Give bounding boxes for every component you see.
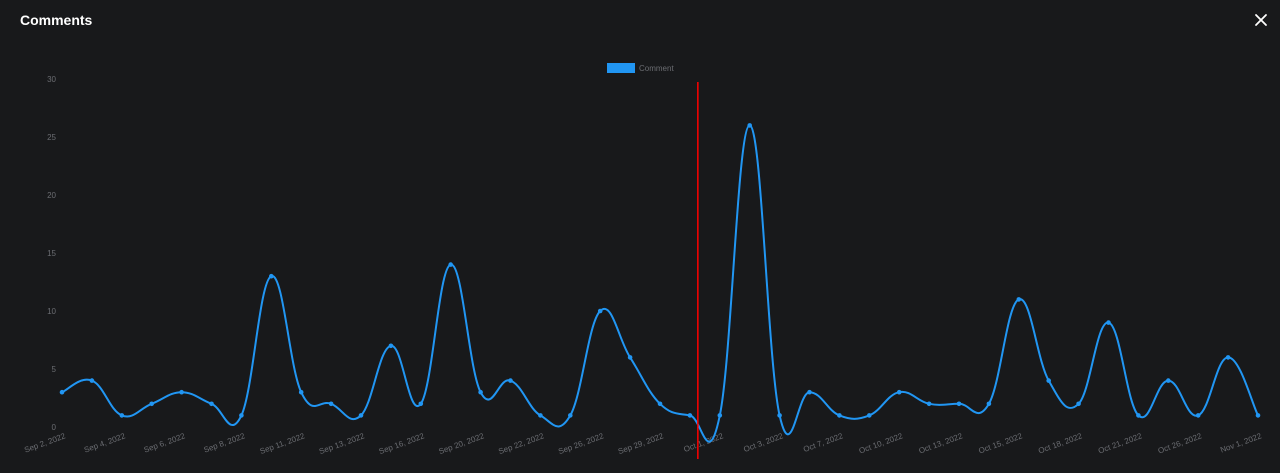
x-tick-label: Sep 22, 2022 xyxy=(497,431,545,456)
data-point xyxy=(956,401,962,407)
x-tick-label: Oct 18, 2022 xyxy=(1037,431,1084,455)
data-point xyxy=(1136,413,1141,418)
series-line-comment xyxy=(61,124,1259,443)
data-point xyxy=(657,401,663,407)
data-point xyxy=(418,401,424,407)
x-tick-label: Sep 20, 2022 xyxy=(437,431,485,456)
x-tick-label: Sep 8, 2022 xyxy=(202,431,246,454)
dialog-header: Comments xyxy=(0,0,1280,42)
dialog-title: Comments xyxy=(20,12,93,28)
data-point xyxy=(298,389,304,395)
x-tick-label: Oct 21, 2022 xyxy=(1097,431,1144,455)
data-point xyxy=(807,389,812,395)
data-point xyxy=(568,413,573,418)
data-point xyxy=(627,355,633,360)
y-tick-label: 20 xyxy=(47,191,56,200)
y-tick-label: 30 xyxy=(47,75,56,84)
data-point xyxy=(1046,378,1051,383)
data-point xyxy=(777,413,782,418)
data-point xyxy=(328,401,334,407)
x-tick-label: Oct 15, 2022 xyxy=(977,431,1024,455)
x-tick-label: Sep 11, 2022 xyxy=(259,431,307,456)
data-point xyxy=(1255,413,1261,418)
x-tick-label: Sep 26, 2022 xyxy=(557,431,605,456)
x-tick-label: Oct 3, 2022 xyxy=(742,431,784,454)
x-tick-label: Sep 6, 2022 xyxy=(143,431,187,454)
data-point xyxy=(508,378,513,383)
x-tick-label: Oct 13, 2022 xyxy=(918,431,965,455)
y-tick-label: 15 xyxy=(47,249,56,258)
x-tick-label: Nov 1, 2022 xyxy=(1219,431,1263,454)
x-tick-label: Sep 29, 2022 xyxy=(617,431,665,456)
legend-label: Comment xyxy=(639,64,674,73)
data-point xyxy=(717,413,723,418)
data-point xyxy=(89,378,95,383)
data-point xyxy=(1106,320,1111,325)
data-point xyxy=(179,389,184,395)
data-point xyxy=(896,389,902,395)
data-point xyxy=(1195,413,1201,418)
data-point xyxy=(597,308,603,314)
legend-swatch xyxy=(607,63,635,73)
data-point xyxy=(358,413,364,418)
data-point xyxy=(538,413,543,418)
data-point xyxy=(59,389,65,395)
x-tick-label: Sep 4, 2022 xyxy=(83,431,127,454)
data-point xyxy=(926,401,932,407)
y-tick-label: 10 xyxy=(47,307,56,316)
y-tick-label: 25 xyxy=(47,133,56,142)
data-point xyxy=(269,273,274,279)
x-tick-label: Oct 26, 2022 xyxy=(1157,431,1204,455)
y-tick-label: 0 xyxy=(52,423,57,432)
data-point xyxy=(747,123,752,128)
data-point xyxy=(119,413,125,418)
data-point xyxy=(388,343,394,349)
y-tick-label: 5 xyxy=(52,365,57,374)
data-point xyxy=(448,262,454,267)
close-icon[interactable] xyxy=(1252,11,1270,29)
data-point xyxy=(1225,355,1231,360)
data-point xyxy=(1166,378,1171,383)
data-point xyxy=(687,413,693,418)
x-tick-label: Oct 7, 2022 xyxy=(802,431,844,454)
x-tick-label: Oct 10, 2022 xyxy=(858,431,905,455)
data-point xyxy=(239,413,244,418)
data-point xyxy=(1076,401,1081,407)
data-point xyxy=(209,401,214,407)
data-point xyxy=(149,401,154,407)
x-tick-label: Sep 2, 2022 xyxy=(23,431,67,454)
data-point xyxy=(867,413,872,418)
x-tick-label: Sep 13, 2022 xyxy=(318,431,366,456)
data-point xyxy=(986,401,992,407)
data-point xyxy=(1016,297,1022,302)
data-point xyxy=(837,413,842,418)
x-tick-label: Sep 16, 2022 xyxy=(378,431,426,456)
data-point xyxy=(478,389,483,395)
